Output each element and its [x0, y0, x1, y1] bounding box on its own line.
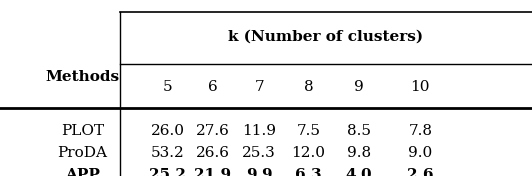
- Text: APP: APP: [65, 168, 100, 176]
- Text: 25.3: 25.3: [242, 146, 276, 160]
- Text: PLOT: PLOT: [61, 124, 104, 138]
- Text: 9.0: 9.0: [408, 146, 433, 160]
- Text: 2.6: 2.6: [407, 168, 434, 176]
- Text: 11.9: 11.9: [242, 124, 276, 138]
- Text: 7: 7: [254, 80, 264, 94]
- Text: 8.5: 8.5: [347, 124, 371, 138]
- Text: ProDA: ProDA: [57, 146, 107, 160]
- Text: 10: 10: [411, 80, 430, 94]
- Text: 25.2: 25.2: [149, 168, 186, 176]
- Text: 7.5: 7.5: [296, 124, 321, 138]
- Text: 26.0: 26.0: [151, 124, 185, 138]
- Text: 9.8: 9.8: [347, 146, 371, 160]
- Text: k (Number of clusters): k (Number of clusters): [228, 30, 423, 44]
- Text: 9: 9: [354, 80, 364, 94]
- Text: 4.0: 4.0: [346, 168, 372, 176]
- Text: 8: 8: [304, 80, 313, 94]
- Text: 5: 5: [163, 80, 172, 94]
- Text: 7.8: 7.8: [408, 124, 433, 138]
- Text: 21.9: 21.9: [194, 168, 231, 176]
- Text: Methods: Methods: [45, 70, 120, 84]
- Text: 26.6: 26.6: [196, 146, 230, 160]
- Text: 53.2: 53.2: [151, 146, 185, 160]
- Text: 6.3: 6.3: [295, 168, 322, 176]
- Text: 9.9: 9.9: [246, 168, 272, 176]
- Text: 27.6: 27.6: [196, 124, 230, 138]
- Text: 6: 6: [208, 80, 218, 94]
- Text: 12.0: 12.0: [292, 146, 326, 160]
